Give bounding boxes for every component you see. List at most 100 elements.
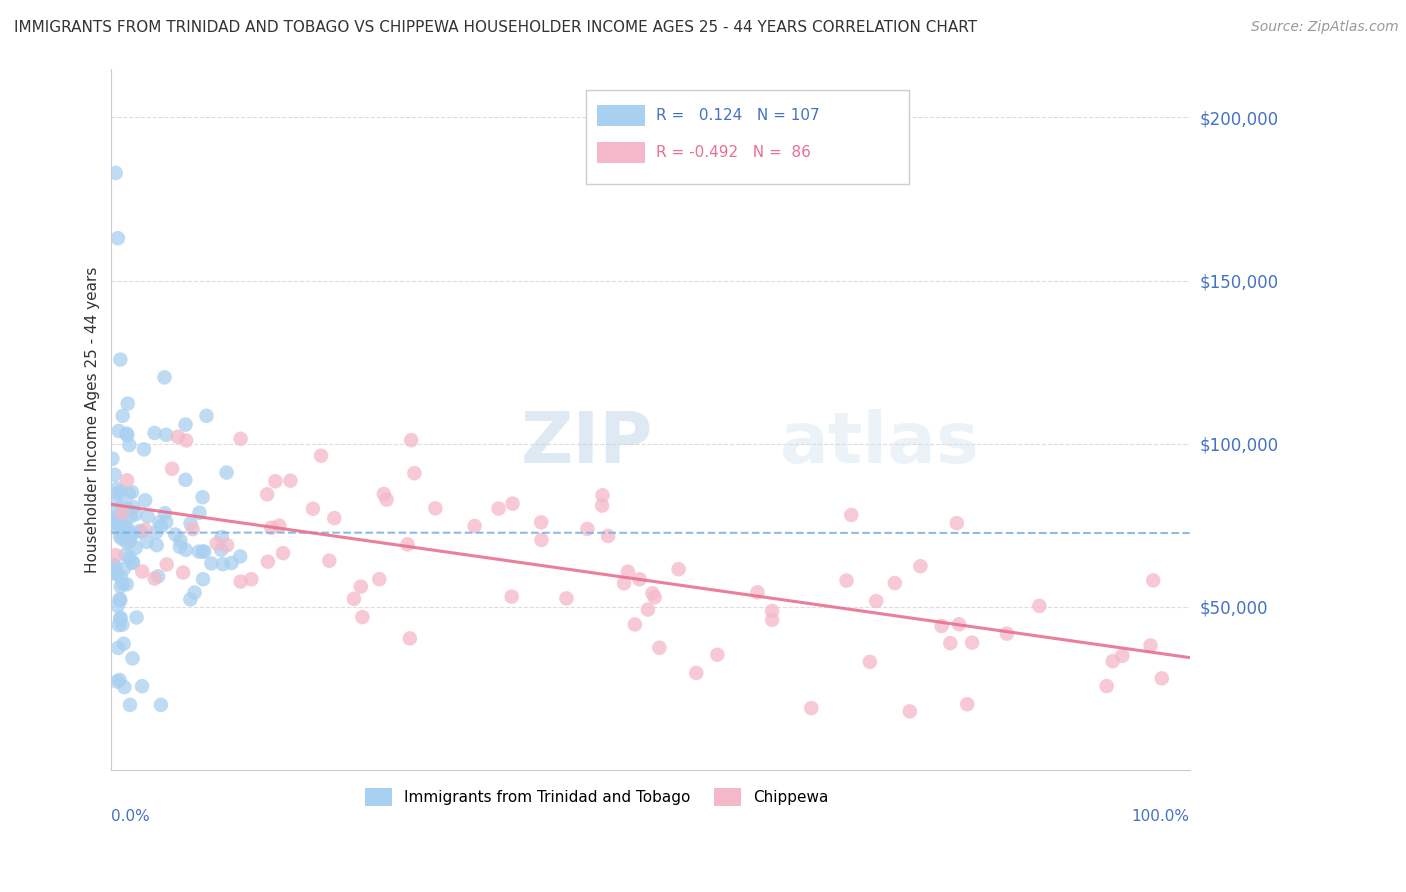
Point (112, 680, 135, 694)
Point (205, 536, 228, 550)
Point (107, 424, 129, 438)
Point (143, 425, 166, 440)
Point (129, 524, 152, 539)
Point (115, 473, 138, 487)
Point (425, 501, 447, 516)
Point (169, 533, 191, 548)
Point (114, 548, 136, 562)
Text: ZIP: ZIP (522, 409, 654, 478)
Point (530, 533, 553, 547)
Point (865, 594, 887, 608)
Point (124, 508, 146, 522)
Text: 100.0%: 100.0% (1132, 809, 1189, 824)
Legend: Immigrants from Trinidad and Tobago, Chippewa: Immigrants from Trinidad and Tobago, Chi… (359, 781, 835, 812)
Point (117, 396, 139, 410)
Point (110, 484, 132, 499)
Point (155, 515, 177, 529)
Point (343, 591, 366, 606)
Point (501, 590, 523, 604)
Point (269, 518, 291, 533)
Text: R = -0.492   N =  86: R = -0.492 N = 86 (657, 145, 811, 161)
Point (112, 506, 135, 520)
Point (859, 655, 882, 669)
Point (143, 572, 166, 586)
Point (628, 572, 651, 586)
Point (174, 542, 197, 557)
Point (117, 501, 139, 516)
Point (132, 442, 155, 457)
Point (598, 529, 620, 543)
Point (488, 501, 510, 516)
FancyBboxPatch shape (596, 105, 645, 126)
Point (641, 586, 664, 600)
Point (323, 511, 346, 525)
Point (211, 530, 233, 544)
Point (115, 426, 138, 441)
Point (104, 559, 127, 574)
Point (181, 522, 204, 536)
Point (111, 409, 134, 423)
Point (257, 555, 280, 569)
Point (706, 648, 728, 662)
Point (960, 635, 983, 649)
Point (118, 550, 141, 565)
Point (121, 485, 143, 500)
Point (107, 599, 129, 613)
Point (169, 540, 191, 554)
Point (115, 519, 138, 533)
Point (156, 558, 179, 572)
Point (264, 475, 287, 489)
Point (104, 467, 127, 482)
Point (188, 506, 211, 520)
Point (112, 517, 135, 532)
Point (112, 562, 135, 576)
Text: IMMIGRANTS FROM TRINIDAD AND TOBAGO VS CHIPPEWA HOUSEHOLDER INCOME AGES 25 - 44 : IMMIGRANTS FROM TRINIDAD AND TOBAGO VS C… (14, 20, 977, 35)
Point (107, 508, 129, 523)
Point (939, 636, 962, 650)
Point (191, 490, 214, 504)
Point (117, 536, 139, 550)
Point (108, 530, 131, 544)
Point (256, 487, 278, 501)
Point (761, 613, 783, 627)
Point (761, 604, 783, 618)
Point (179, 592, 201, 607)
Point (172, 566, 194, 580)
Point (187, 544, 209, 558)
Point (131, 679, 153, 693)
Point (131, 565, 153, 579)
Point (931, 619, 953, 633)
Point (839, 508, 862, 522)
Point (352, 610, 374, 624)
Point (120, 509, 142, 524)
Point (105, 567, 128, 582)
Point (404, 466, 426, 480)
Point (103, 558, 125, 572)
Point (309, 449, 332, 463)
Point (260, 521, 283, 535)
Point (835, 574, 858, 588)
Point (373, 487, 395, 501)
Text: 0.0%: 0.0% (111, 809, 150, 824)
Point (118, 524, 141, 539)
Point (209, 542, 232, 557)
Point (153, 370, 176, 384)
Point (166, 430, 188, 444)
Point (592, 488, 614, 502)
FancyBboxPatch shape (596, 142, 645, 163)
Point (108, 592, 131, 607)
Point (125, 610, 148, 624)
Point (613, 576, 636, 591)
Point (108, 673, 131, 687)
Point (217, 538, 239, 552)
Point (318, 554, 340, 568)
Point (1111, 648, 1133, 663)
Point (591, 499, 613, 513)
Point (280, 474, 302, 488)
Point (118, 698, 141, 712)
Point (624, 617, 647, 632)
Point (110, 352, 132, 367)
Point (229, 574, 252, 589)
Point (122, 555, 145, 569)
Point (110, 610, 132, 624)
